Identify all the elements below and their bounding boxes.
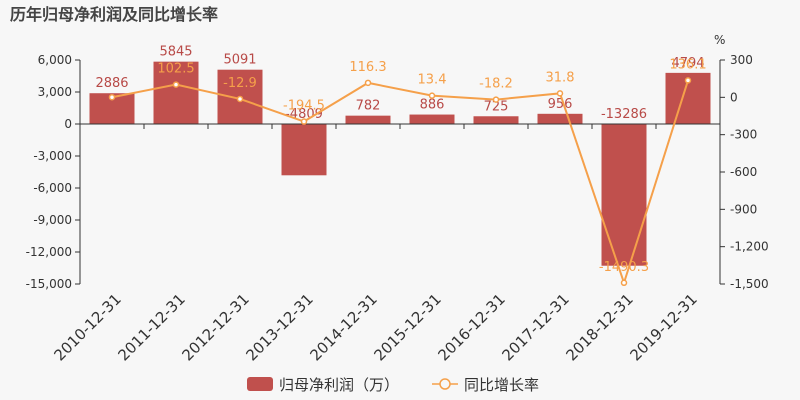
right-axis-unit: % [714,33,725,47]
line-value-label: -18.2 [479,77,513,92]
bar-value-label: 725 [484,99,509,114]
line-point[interactable] [172,81,180,88]
line-labels: 102.5 -12.9 -194.5 116.3 13.4 -18.2 31.8 -1490.… [157,57,706,274]
left-axis-tick-label: -9,000 [33,213,72,227]
line-series [108,77,692,287]
left-axis-tick-label: -12,000 [26,245,72,259]
chart-title: 历年归母净利润及同比增长率 [10,5,218,24]
right-axis-tick-label: -900 [730,202,757,216]
bar-value-label: 2886 [95,76,128,91]
legend: 归母净利润（万） 同比增长率 [247,376,539,394]
x-axis-tick-label: 2018-12-31 [562,290,636,364]
x-axis-tick-label: 2015-12-31 [370,290,444,364]
line-point[interactable] [428,92,436,99]
bar[interactable] [473,116,519,124]
legend-line-label[interactable]: 同比增长率 [464,376,539,394]
right-axis-tick-label: -600 [730,165,757,179]
bar[interactable] [153,61,199,124]
bar-value-label: 5845 [159,45,192,60]
left-axis-tick-label: -3,000 [33,149,72,163]
bar-value-label: 5091 [223,53,256,68]
legend-bar-label[interactable]: 归母净利润（万） [279,376,399,394]
x-axis-tick-label: 2013-12-31 [242,290,316,364]
x-axis-tick-label: 2016-12-31 [434,290,508,364]
line-value-label: 136.1 [669,57,706,72]
left-axis-tick-label: 0 [64,117,72,131]
right-axis-tick-label: -300 [730,128,757,142]
x-axis-tick-label: 2014-12-31 [306,290,380,364]
line-point[interactable] [300,118,308,125]
line-point[interactable] [492,96,500,103]
left-axis: 6,000 3,000 0 -3,000 -6,000 -9,000 -12,000 -15,… [26,53,81,291]
left-axis-tick-label: 3,000 [38,85,72,99]
line-point[interactable] [556,90,564,97]
x-axis-tick-label: 2019-12-31 [626,290,700,364]
bar-value-label: 956 [548,97,573,112]
line-point[interactable] [108,93,116,101]
right-axis-tick-label: -1,200 [730,240,769,254]
legend-line-marker[interactable] [439,378,451,390]
bar-series [89,61,711,266]
line-value-label: -1490.3 [599,260,649,275]
line-value-label: 31.8 [546,70,575,85]
bar-value-label: -13286 [601,107,647,122]
x-axis-tick-label: 2011-12-31 [114,290,188,364]
right-axis: 300 0 -300 -600 -900 -1,200 -1,500 [719,53,769,291]
legend-bar-swatch[interactable] [247,377,273,391]
right-axis-tick-label: 0 [730,90,738,104]
line-point[interactable] [684,77,692,84]
x-axis-tick-label: 2017-12-31 [498,290,572,364]
bar[interactable] [281,124,327,176]
left-axis-tick-label: -15,000 [26,277,72,291]
bar[interactable] [601,124,647,266]
x-axis-tick-label: 2010-12-31 [50,290,124,364]
bar[interactable] [537,113,583,124]
line-value-label: 102.5 [157,62,194,77]
x-axis-tick-label: 2012-12-31 [178,290,252,364]
bar[interactable] [345,115,391,124]
bar[interactable] [409,114,455,124]
bar-value-label: 4794 [671,56,704,71]
bar-value-label: 782 [356,99,381,114]
line-point[interactable] [620,279,628,287]
line-point[interactable] [364,79,372,87]
line-value-label: -12.9 [223,76,257,91]
line-value-label: 116.3 [349,60,386,75]
line-value-label: 13.4 [418,73,447,88]
bar-value-label: 886 [420,98,445,113]
line-value-label: -194.5 [283,99,325,114]
right-axis-tick-label: 300 [730,53,753,67]
left-axis-tick-label: -6,000 [33,181,72,195]
right-axis-tick-label: -1,500 [730,277,769,291]
line-point[interactable] [236,95,244,103]
left-axis-tick-label: 6,000 [38,53,72,67]
growth-rate-line [111,80,689,287]
